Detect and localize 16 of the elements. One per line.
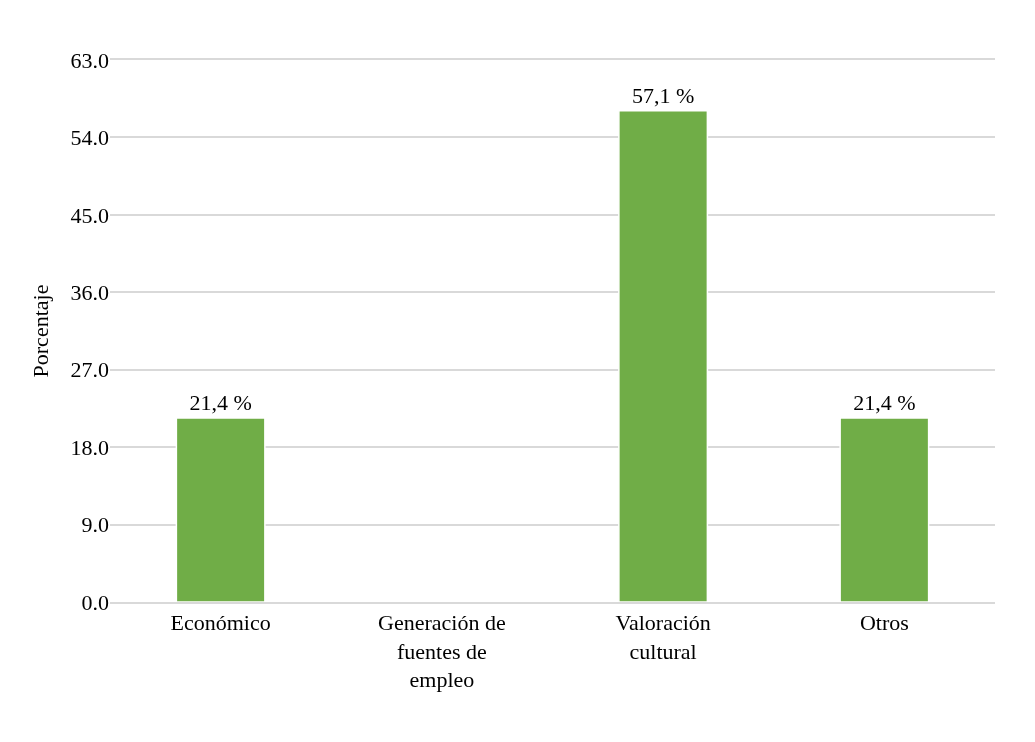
- y-tick-label: 45.0: [70, 202, 109, 228]
- y-tick-label: 27.0: [70, 357, 109, 383]
- y-tick-label: 9.0: [81, 512, 109, 538]
- y-tick-label: 0.0: [81, 589, 109, 615]
- y-tick-label: 54.0: [70, 125, 109, 151]
- data-label: 21,4 %: [853, 389, 916, 415]
- y-tick-label: 18.0: [70, 434, 109, 460]
- y-tick-label: 63.0: [70, 47, 109, 73]
- y-axis-title: Porcentaje: [28, 284, 54, 378]
- data-label: 57,1 %: [631, 82, 695, 108]
- x-tick-label: Económico: [170, 610, 271, 636]
- x-tick-label: Generación de fuentes de empleo: [378, 610, 506, 693]
- x-tick-label: Otros: [859, 610, 909, 636]
- x-tick-label: Valoración cultural: [615, 610, 711, 664]
- data-label: 21,4 %: [189, 389, 252, 415]
- y-tick-label: 36.0: [70, 279, 109, 305]
